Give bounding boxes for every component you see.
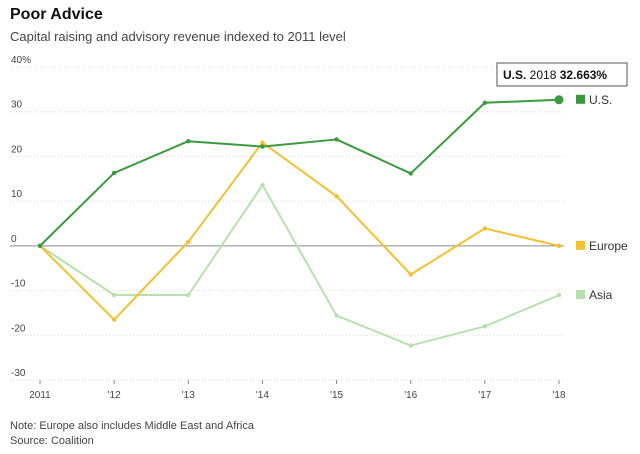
tooltip-text: U.S. 2018 32.663% — [503, 68, 607, 82]
y-tick-label: 20 — [11, 144, 23, 155]
grid — [10, 66, 564, 381]
tooltip-x: 2018 — [526, 68, 559, 82]
tooltip-series: U.S. — [503, 68, 526, 82]
footnote: Note: Europe also includes Middle East a… — [10, 420, 254, 432]
data-point-europe — [334, 194, 339, 199]
data-point-us — [482, 100, 488, 105]
chart-title: Poor Advice — [10, 6, 103, 23]
data-point-us — [37, 243, 43, 249]
data-point-asia — [482, 324, 488, 329]
x-tick-label: '18 — [552, 390, 565, 401]
data-point-asia — [334, 313, 339, 318]
y-tick-label: 10 — [11, 189, 23, 200]
legend-label-asia: Asia — [589, 288, 613, 302]
tooltip-box — [496, 62, 628, 87]
y-tick-label: -20 — [11, 323, 26, 334]
legend-label-europe: Europe — [589, 239, 628, 253]
x-tick-label: 2011 — [29, 390, 51, 401]
y-tick-label: 30 — [11, 100, 23, 111]
x-tick-label: '16 — [404, 390, 417, 401]
x-tick-label: '15 — [330, 390, 343, 401]
data-point-asia — [186, 292, 191, 298]
x-tick-label: '12 — [108, 390, 121, 401]
series-line-europe — [39, 141, 560, 321]
data-point-asia — [260, 182, 265, 188]
data-point-us — [260, 144, 265, 149]
data-point-europe — [482, 226, 488, 231]
tooltip: U.S. 2018 32.663% — [496, 62, 628, 87]
legend-swatch-asia — [576, 290, 585, 300]
y-tick-label: 40% — [11, 55, 31, 66]
legend: U.S. Europe Asia — [576, 93, 628, 302]
y-tick-label: -10 — [11, 279, 26, 290]
data-point-europe — [260, 140, 265, 145]
data-point-us — [554, 95, 564, 105]
data-point-asia — [408, 343, 413, 348]
data-point-us — [186, 139, 191, 144]
chart-notes: Note: Europe also includes Middle East a… — [10, 419, 254, 449]
data-point-europe — [186, 239, 191, 245]
data-point-europe — [556, 243, 562, 249]
data-point-asia — [556, 292, 562, 298]
y-tick-label: -30 — [11, 368, 26, 379]
series-line-us — [39, 98, 560, 247]
data-point-us — [111, 170, 117, 176]
x-tick-label: '17 — [478, 390, 491, 401]
x-tick-label: '13 — [182, 390, 195, 401]
chart-subtitle: Capital raising and advisory revenue ind… — [10, 29, 346, 44]
y-axis-ticks: 40% 30 20 10 0 -10 -20 -30 — [11, 55, 31, 379]
data-point-europe — [408, 272, 413, 277]
data-point-us — [334, 137, 339, 142]
legend-swatch-us — [576, 94, 585, 104]
x-axis-ticks: 2011 '12 '13 '14 '15 '16 '17 '18 — [29, 380, 566, 401]
y-tick-label: 0 — [11, 234, 17, 245]
data-point-europe — [111, 317, 117, 322]
x-tick-label: '14 — [256, 390, 269, 401]
legend-swatch-europe — [576, 240, 585, 250]
legend-label-us: U.S. — [589, 93, 612, 107]
data-point-us — [408, 171, 413, 176]
data-point-asia — [111, 292, 117, 298]
series-line-asia — [39, 184, 560, 347]
series-lines — [37, 95, 564, 348]
source-note: Source: Coalition — [10, 435, 94, 447]
tooltip-value: 32.663% — [560, 68, 608, 82]
